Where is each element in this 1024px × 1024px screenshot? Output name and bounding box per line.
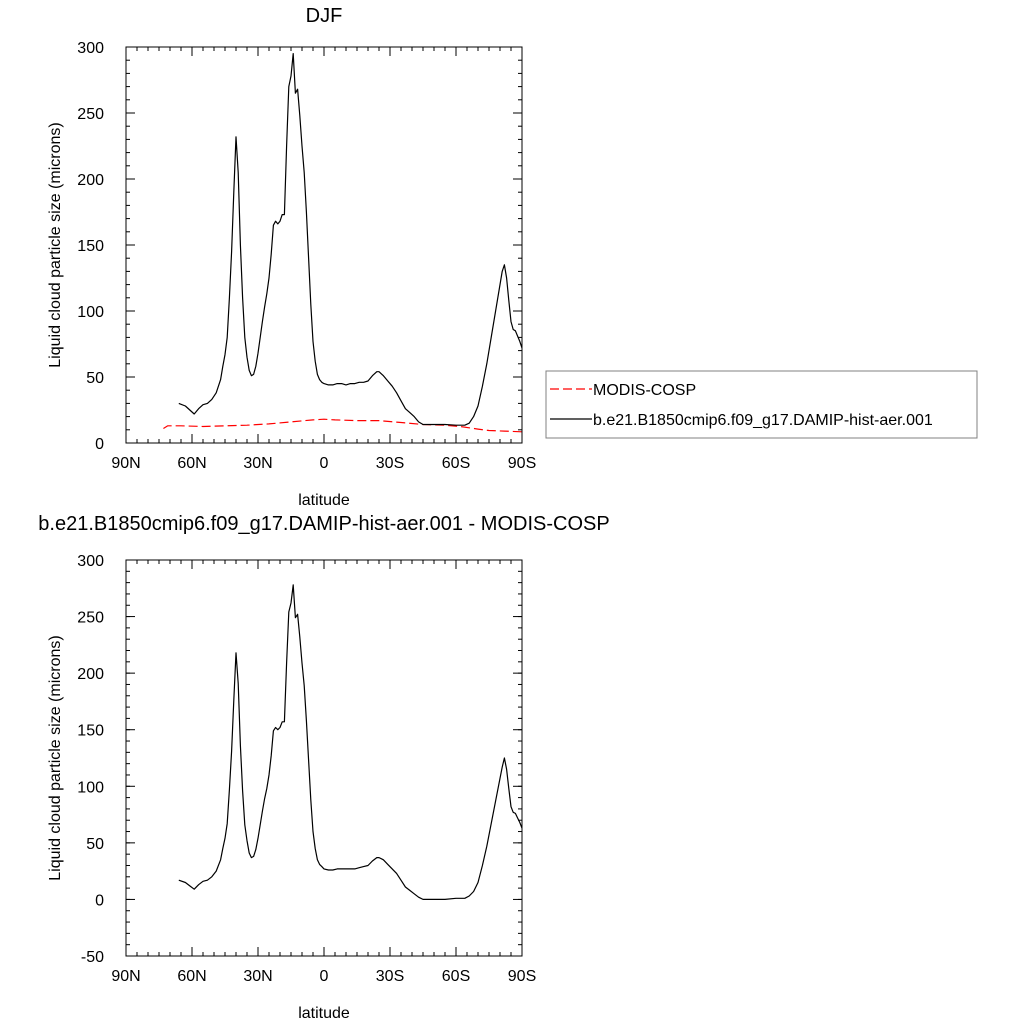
- y-tick-label: 250: [77, 106, 104, 123]
- y-tick-label: 200: [77, 172, 104, 189]
- y-axis-label: Liquid cloud particle size (microns): [47, 635, 64, 880]
- y-tick-label: 0: [95, 436, 104, 453]
- y-tick-label: 150: [77, 723, 104, 740]
- series-line-2: [178, 53, 523, 426]
- x-tick-label: 30N: [243, 968, 272, 985]
- chart-title: b.e21.B1850cmip6.f09_g17.DAMIP-hist-aer.…: [38, 513, 609, 535]
- x-tick-label: 0: [320, 968, 329, 985]
- x-axis-label: latitude: [298, 1005, 350, 1022]
- y-tick-label: 50: [86, 370, 104, 387]
- x-tick-label: 60N: [177, 455, 206, 472]
- series-line-1: [163, 418, 523, 433]
- legend-label-2: b.e21.B1850cmip6.f09_g17.DAMIP-hist-aer.…: [593, 412, 933, 429]
- chart-panel-2: b.e21.B1850cmip6.f09_g17.DAMIP-hist-aer.…: [38, 513, 609, 1022]
- x-tick-label: 60S: [442, 968, 470, 985]
- y-tick-label: 100: [77, 304, 104, 321]
- x-tick-label: 0: [320, 455, 329, 472]
- chart-title: DJF: [306, 5, 343, 27]
- x-tick-label: 60S: [442, 455, 470, 472]
- x-tick-label: 90S: [508, 968, 536, 985]
- x-tick-label: 30S: [376, 968, 404, 985]
- x-tick-label: 30S: [376, 455, 404, 472]
- y-tick-label: 0: [95, 892, 104, 909]
- chart-panel-1: DJF 90N 60N 30N 0 30S 60S 90S 0 50 100 150 200 250 300…: [47, 5, 978, 509]
- legend-box: [545, 370, 978, 439]
- x-tick-label: 60N: [177, 968, 206, 985]
- plot-frame: [125, 559, 523, 957]
- y-tick-label: 50: [86, 836, 104, 853]
- legend-label-1: MODIS-COSP: [593, 382, 696, 399]
- y-tick-label: 150: [77, 238, 104, 255]
- y-tick-label: 200: [77, 666, 104, 683]
- series-line-1: [178, 584, 523, 900]
- y-tick-label: 250: [77, 610, 104, 627]
- y-tick-label: 100: [77, 779, 104, 796]
- y-axis-label: Liquid cloud particle size (microns): [47, 122, 64, 367]
- y-tick-label: 300: [77, 553, 104, 570]
- legend: MODIS-COSP b.e21.B1850cmip6.f09_g17.DAMIP…: [545, 370, 978, 439]
- x-tick-label: 30N: [243, 455, 272, 472]
- y-tick-label: -50: [81, 949, 104, 966]
- x-axis-label: latitude: [298, 492, 350, 509]
- x-tick-label: 90S: [508, 455, 536, 472]
- x-tick-label: 90N: [111, 968, 140, 985]
- plot-frame: [125, 46, 523, 444]
- y-tick-label: 300: [77, 40, 104, 57]
- x-tick-label: 90N: [111, 455, 140, 472]
